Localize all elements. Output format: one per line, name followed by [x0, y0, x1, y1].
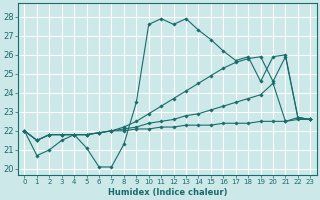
X-axis label: Humidex (Indice chaleur): Humidex (Indice chaleur) — [108, 188, 227, 197]
